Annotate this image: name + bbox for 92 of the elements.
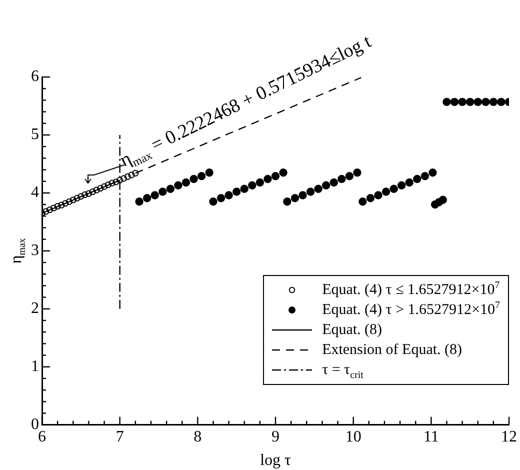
point	[232, 188, 241, 196]
point	[489, 98, 498, 106]
point	[174, 181, 182, 190]
point	[345, 172, 354, 180]
point	[428, 168, 437, 177]
point	[413, 174, 422, 184]
point	[182, 178, 190, 187]
point	[322, 181, 330, 190]
point	[54, 202, 61, 210]
point	[124, 173, 131, 180]
legend-label: Extension of Equat. (8)	[322, 340, 462, 359]
point	[248, 181, 256, 190]
point	[82, 191, 88, 198]
point	[205, 168, 214, 177]
point	[120, 175, 128, 182]
point	[135, 198, 144, 206]
x-tick-label: 7	[116, 428, 124, 446]
point	[62, 200, 69, 207]
y-tick-label: 5	[31, 126, 39, 144]
legend-label: Equat. (4) τ ≤ 1.6527912×10$^{7}$	[322, 280, 500, 299]
point	[330, 178, 338, 187]
point	[66, 198, 73, 205]
point	[474, 98, 482, 106]
point	[397, 181, 406, 190]
point	[405, 178, 414, 187]
y-tick-label: 4	[31, 184, 39, 202]
point	[482, 98, 490, 106]
point	[150, 191, 159, 200]
point	[158, 188, 167, 196]
point	[382, 188, 390, 196]
point	[78, 193, 84, 200]
y-tick-label: 2	[31, 300, 39, 318]
point	[240, 184, 248, 193]
point	[197, 172, 206, 180]
point	[420, 172, 430, 180]
point	[283, 198, 292, 206]
point	[224, 191, 233, 200]
point	[374, 191, 382, 200]
legend-label: Equat. (4) τ > 1.6527912×10$^{7}$	[322, 300, 500, 319]
point	[290, 194, 300, 202]
point	[466, 98, 474, 106]
point	[358, 198, 367, 206]
x-tick-label: 9	[272, 428, 280, 446]
y-tick-label: 1	[31, 358, 39, 376]
point	[256, 178, 264, 187]
point	[70, 196, 76, 204]
point	[314, 184, 322, 193]
point	[128, 172, 135, 178]
point	[216, 194, 226, 202]
y-tick-label: 3	[31, 242, 39, 260]
point	[142, 194, 152, 202]
point	[166, 184, 175, 193]
legend-label: τ = τ$_{crit}$	[322, 360, 364, 381]
point	[279, 168, 288, 177]
point	[306, 188, 315, 196]
x-tick-label: 12	[501, 428, 517, 446]
point	[366, 194, 375, 202]
point	[458, 98, 466, 106]
point	[353, 168, 362, 177]
point	[74, 194, 80, 202]
point	[50, 204, 57, 212]
point	[450, 98, 459, 106]
point	[438, 196, 447, 204]
point	[338, 174, 346, 184]
point	[93, 186, 100, 194]
point	[108, 180, 116, 186]
y-tick-label: 0	[31, 416, 39, 434]
point	[298, 191, 307, 200]
x-axis-title: log τ	[260, 452, 292, 469]
point	[271, 172, 280, 180]
x-tick-label: 10	[345, 428, 362, 446]
point	[190, 174, 198, 184]
point	[264, 174, 272, 184]
point	[112, 178, 120, 186]
point	[85, 190, 92, 197]
point	[100, 183, 108, 190]
point	[390, 184, 398, 193]
point	[104, 182, 112, 188]
x-tick-label: 11	[423, 428, 439, 446]
point	[116, 176, 124, 184]
point	[442, 98, 451, 106]
x-tick-label: 8	[194, 428, 202, 446]
point	[209, 198, 218, 206]
point	[132, 170, 139, 177]
point	[46, 206, 54, 214]
y-axis-title: ηmax	[8, 238, 28, 264]
point	[497, 98, 506, 106]
point	[58, 202, 65, 208]
point	[97, 184, 104, 192]
point	[89, 188, 96, 196]
y-tick-label: 6	[31, 68, 39, 86]
legend-label: Equat. (8)	[322, 320, 382, 339]
